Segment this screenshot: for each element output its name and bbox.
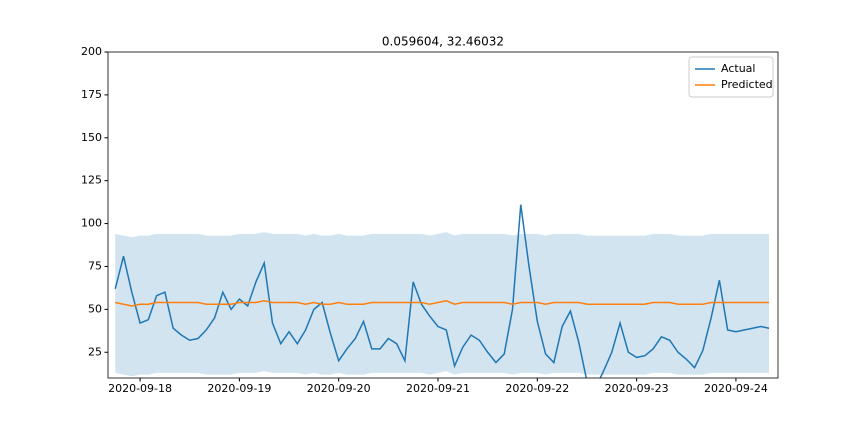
legend-label: Actual — [721, 62, 755, 75]
x-tick-label: 2020-09-24 — [704, 382, 768, 395]
legend-box — [688, 56, 774, 98]
y-tick-label: 150 — [81, 131, 102, 144]
y-tick-label: 75 — [88, 259, 102, 272]
series-line — [114, 204, 770, 378]
legend-label: Predicted — [721, 78, 773, 91]
x-tick-label: 2020-09-19 — [207, 382, 271, 395]
x-tick-label: 2020-09-23 — [605, 382, 669, 395]
y-tick-label: 200 — [81, 45, 102, 58]
x-tick-label: 2020-09-18 — [108, 382, 172, 395]
series-line — [115, 300, 770, 307]
y-tick-label: 175 — [81, 88, 102, 101]
x-tick-label: 2020-09-20 — [307, 382, 371, 395]
x-tick-label: 2020-09-22 — [505, 382, 569, 395]
x-tick-label: 2020-09-21 — [406, 382, 470, 395]
y-tick-label: 25 — [88, 345, 102, 358]
plot-area — [114, 204, 770, 378]
y-tick-label: 50 — [88, 302, 102, 315]
y-tick-label: 125 — [81, 174, 102, 187]
axes-frame — [107, 51, 779, 379]
chart-title: 0.059604, 32.46032 — [382, 35, 504, 49]
y-tick-label: 100 — [81, 217, 102, 230]
